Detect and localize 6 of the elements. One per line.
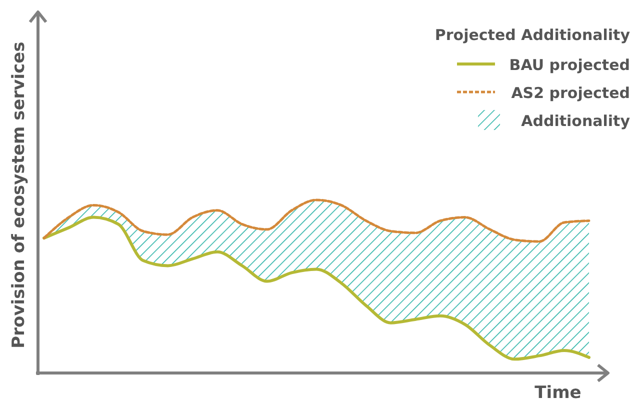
legend-label: BAU projected — [509, 56, 630, 74]
legend-label: AS2 projected — [511, 84, 630, 102]
legend-title: Projected Additionality — [434, 26, 630, 44]
y-axis-title: Provision of ecosystem services — [9, 42, 29, 348]
x-axis-title: Time — [534, 383, 582, 402]
legend-label: Additionality — [521, 112, 630, 130]
